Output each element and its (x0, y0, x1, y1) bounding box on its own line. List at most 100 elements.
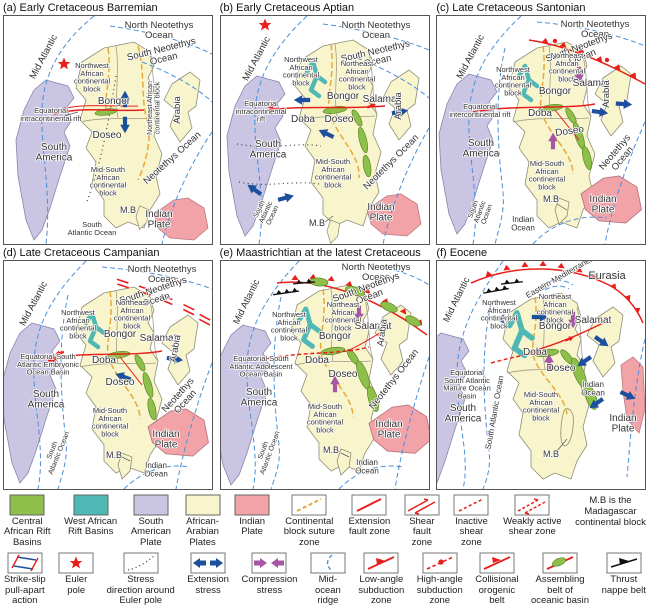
madagascar-shape (560, 408, 575, 447)
legend-item-indian-plate: Indian Plate (234, 494, 270, 538)
map-label: Bongor (98, 96, 131, 107)
panel-b: (b) Early Cretaceous Aptian (217, 0, 433, 245)
thrust-nappe-belt (483, 284, 510, 294)
indian-plate-swatch (234, 494, 270, 516)
extension-fault-line (53, 108, 145, 115)
thrust-nappe-icon (606, 552, 642, 574)
map-label: Indian Ocean (144, 461, 168, 478)
legend: Central African Rift Basins West African… (0, 493, 650, 607)
map-label: South America (463, 138, 500, 159)
high-angle-subduction-icon (422, 552, 458, 574)
legend-item-stress-direction: Stress direction around Euler pole (107, 552, 175, 606)
map-label: Eurasia (589, 270, 627, 282)
shear-fault-icon (404, 494, 440, 516)
mid-ocean-ridge-icon (310, 552, 346, 574)
thrust-nappe-belt (272, 287, 299, 296)
map-label: Northeast African continental block (549, 51, 586, 83)
map-label: Equatorial intracontinental rift (235, 99, 286, 124)
thrust-nappe-belt (501, 278, 524, 285)
map-label: Equatorial intercontinental rift (450, 102, 512, 119)
map-label: Doseo (547, 363, 576, 374)
legend-item-compression-stress: Compression stress (241, 552, 297, 596)
legend-item-collisional-orogenic: Collisional orogenic belt (475, 552, 519, 606)
extension-stress-icon (190, 552, 226, 574)
map-label: Indian Plate (152, 429, 179, 450)
map-label: Mid Atlantic (455, 33, 488, 81)
legend-row-1: Central African Rift Basins West African… (2, 494, 648, 548)
map-label: Mid-South African continental block (92, 406, 129, 438)
legend-label: Indian Plate (239, 516, 266, 538)
euler-pole-icon (58, 552, 94, 574)
extension-arrow (276, 190, 295, 205)
legend-label: Stress direction around Euler pole (106, 574, 175, 607)
map-label: Northwest African continental block (271, 310, 308, 342)
map-label: Indian Ocean (355, 458, 379, 475)
legend-label: Assembling belt of oceanic basin (530, 574, 590, 607)
map-label: Mid-South African continental block (90, 165, 127, 197)
map-label: Northeast African continental block (114, 298, 151, 330)
panel-f-map: Eurasia Eastern Mediterranean Mid Atlantic… (436, 260, 647, 490)
map-label: Bongor (104, 329, 137, 340)
map-label: South America (36, 142, 73, 163)
legend-note-mb: M.B is the Madagascar continental block (575, 495, 646, 528)
panel-c-map: North Neotethys Ocean South NeotethysOcean… (436, 15, 647, 245)
panel-e-title: (e) Maastrichtian at the latest Cretaceo… (219, 247, 421, 259)
panel-c: (c) Late Cretaceous Santonian (433, 0, 649, 245)
panel-b-map: North Neotethys Ocean South NeotethysOcean… (219, 15, 430, 245)
map-label: Indian Plate (375, 419, 402, 440)
legend-label: Shear fault zone (409, 516, 435, 548)
map-label: Bongor (319, 331, 352, 342)
map-label: South America (240, 387, 277, 408)
map-label: Salamat (575, 315, 612, 326)
suture-zone-icon (291, 494, 327, 516)
map-label: Northwest African continental block (481, 298, 518, 330)
map-label: Doseo (324, 114, 353, 125)
legend-label: South American Plate (130, 516, 171, 548)
map-label: M.B (309, 218, 325, 228)
panel-c-title: (c) Late Cretaceous Santonian (436, 2, 586, 14)
legend-item-west-african-rift: West African Rift Basins (64, 494, 117, 538)
weakly-active-shear-line (264, 346, 369, 360)
panel-grid: (a) Early Cretaceous Barremian (0, 0, 649, 490)
inactive-shear-icon (453, 494, 489, 516)
map-label: Bongor (327, 91, 360, 102)
map-label: Mid Atlantic (231, 277, 262, 326)
map-label: Doseo (93, 130, 122, 141)
map-label: Bongor (539, 321, 572, 332)
map-label: Mid-South African continental block (307, 402, 344, 434)
panel-f-title: (f) Eocene (436, 247, 488, 259)
map-label: M.B (120, 205, 136, 215)
panel-f: (f) Eocene (433, 245, 649, 490)
legend-label: Inactive shear zone (455, 516, 488, 548)
legend-item-weakly-active-shear: Weakly active shear zone (503, 494, 562, 538)
legend-item-mid-ocean-ridge: Mid- ocean ridge (310, 552, 346, 606)
legend-label: Mid- ocean ridge (314, 574, 341, 607)
panel-d-map: North Neotethys Ocean South NeotethysOcean… (3, 260, 213, 490)
legend-item-assembling-belt: Assembling belt of oceanic basin (531, 552, 589, 606)
map-label: Indian Plate (610, 413, 637, 434)
extension-fault-line (473, 103, 596, 113)
panel-a: (a) Early Cretaceous Barremian (0, 0, 216, 245)
map-label: Equatorial South Atlantic Embryonic Ocean … (17, 352, 79, 377)
map-label: Salamat (573, 78, 610, 89)
west-african-rift-swatch (73, 494, 109, 516)
legend-label: Compression stress (241, 574, 298, 596)
map-label: Northwest African continental block (74, 61, 111, 93)
weakly-active-shear-icon (514, 494, 550, 516)
euler-pole-star (258, 18, 271, 31)
legend-item-thrust-nappe: Thrust nappe belt (602, 552, 646, 596)
map-label: M.B (106, 450, 122, 460)
legend-item-shear-fault: Shear fault zone (404, 494, 440, 548)
legend-item-euler-pole: Euler pole (58, 552, 94, 596)
map-label: Doseo (106, 377, 135, 388)
legend-item-high-angle-subduction: High-angle subduction zone (417, 552, 463, 606)
legend-label: Euler pole (65, 574, 88, 596)
map-label: Northwest African continental block (495, 65, 532, 97)
extension-fault-icon (351, 494, 387, 516)
legend-label: Extension stress (187, 574, 229, 596)
